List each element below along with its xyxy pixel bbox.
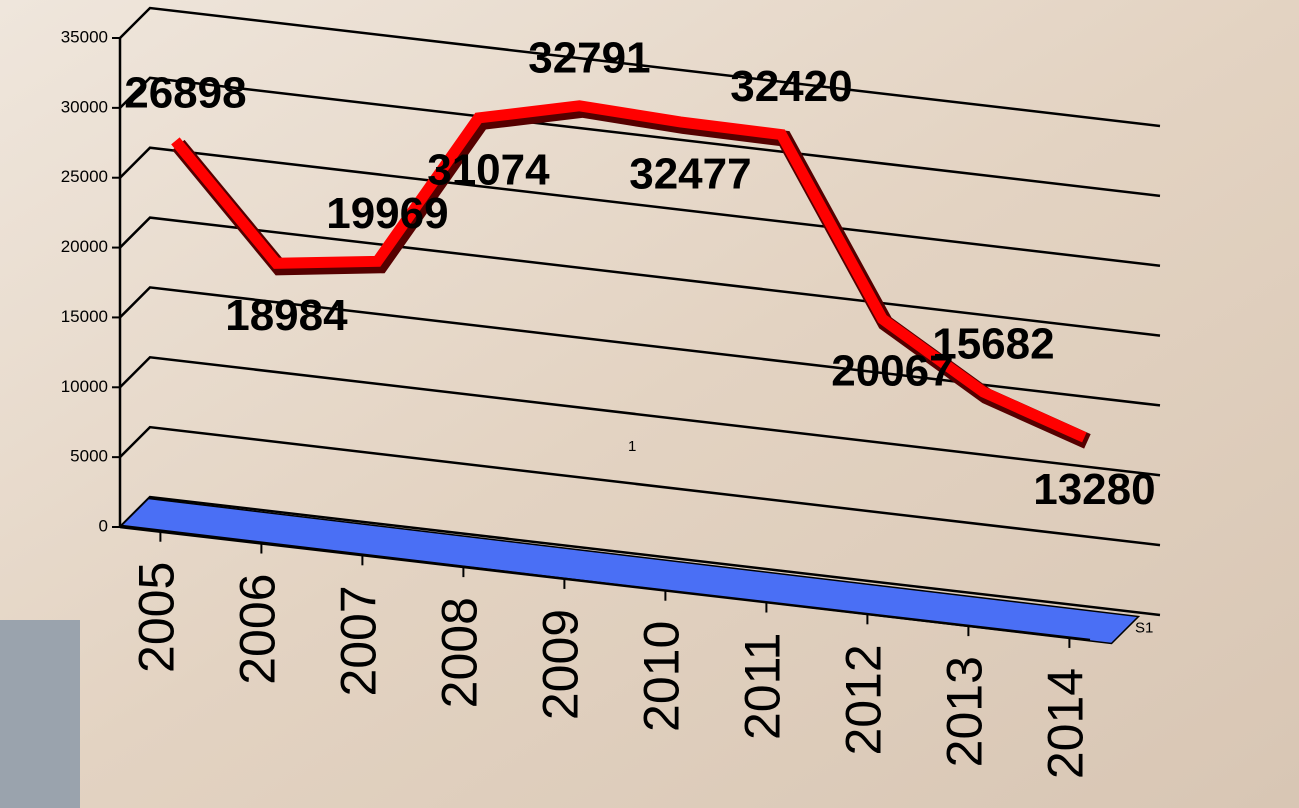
x-tick-label: 2010	[634, 621, 690, 732]
y-tick-label: 25000	[61, 167, 108, 186]
value-label: 32791	[528, 33, 650, 82]
value-label: 18984	[225, 291, 348, 340]
value-label: 26898	[124, 69, 246, 118]
y-tick-label: 30000	[61, 97, 108, 116]
x-tick-label: 2013	[937, 656, 993, 767]
y-tick-label: 10000	[61, 377, 108, 396]
y-tick-label: 35000	[61, 27, 108, 46]
x-tick-label: 2007	[331, 585, 387, 696]
y-tick-label: 20000	[61, 237, 108, 256]
x-tick-label: 2014	[1038, 668, 1094, 779]
x-tick-label: 2009	[533, 609, 589, 720]
value-label: 13280	[1033, 465, 1155, 514]
x-tick-label: 2011	[735, 633, 791, 741]
y-tick-label: 5000	[70, 447, 108, 466]
x-tick-label: 2008	[432, 597, 488, 708]
x-tick-label: 2012	[836, 644, 892, 755]
depth-label: S1	[1135, 619, 1153, 636]
value-label: 19969	[326, 189, 448, 238]
chart: 0 5000 10000 15000 20000 25000 30000 35000 S1 1 20…	[0, 0, 1299, 808]
x-tick-label: 2006	[230, 574, 286, 685]
x-tick-label: 2005	[129, 562, 185, 673]
y-tick-label: 15000	[61, 307, 108, 326]
value-label: 31074	[427, 146, 550, 195]
value-label: 32420	[730, 62, 852, 111]
photo-inset	[0, 620, 80, 808]
depth-category-label: 1	[628, 438, 636, 455]
value-label: 32477	[629, 150, 751, 199]
value-label: 15682	[932, 320, 1054, 369]
y-tick-label: 0	[99, 516, 108, 535]
